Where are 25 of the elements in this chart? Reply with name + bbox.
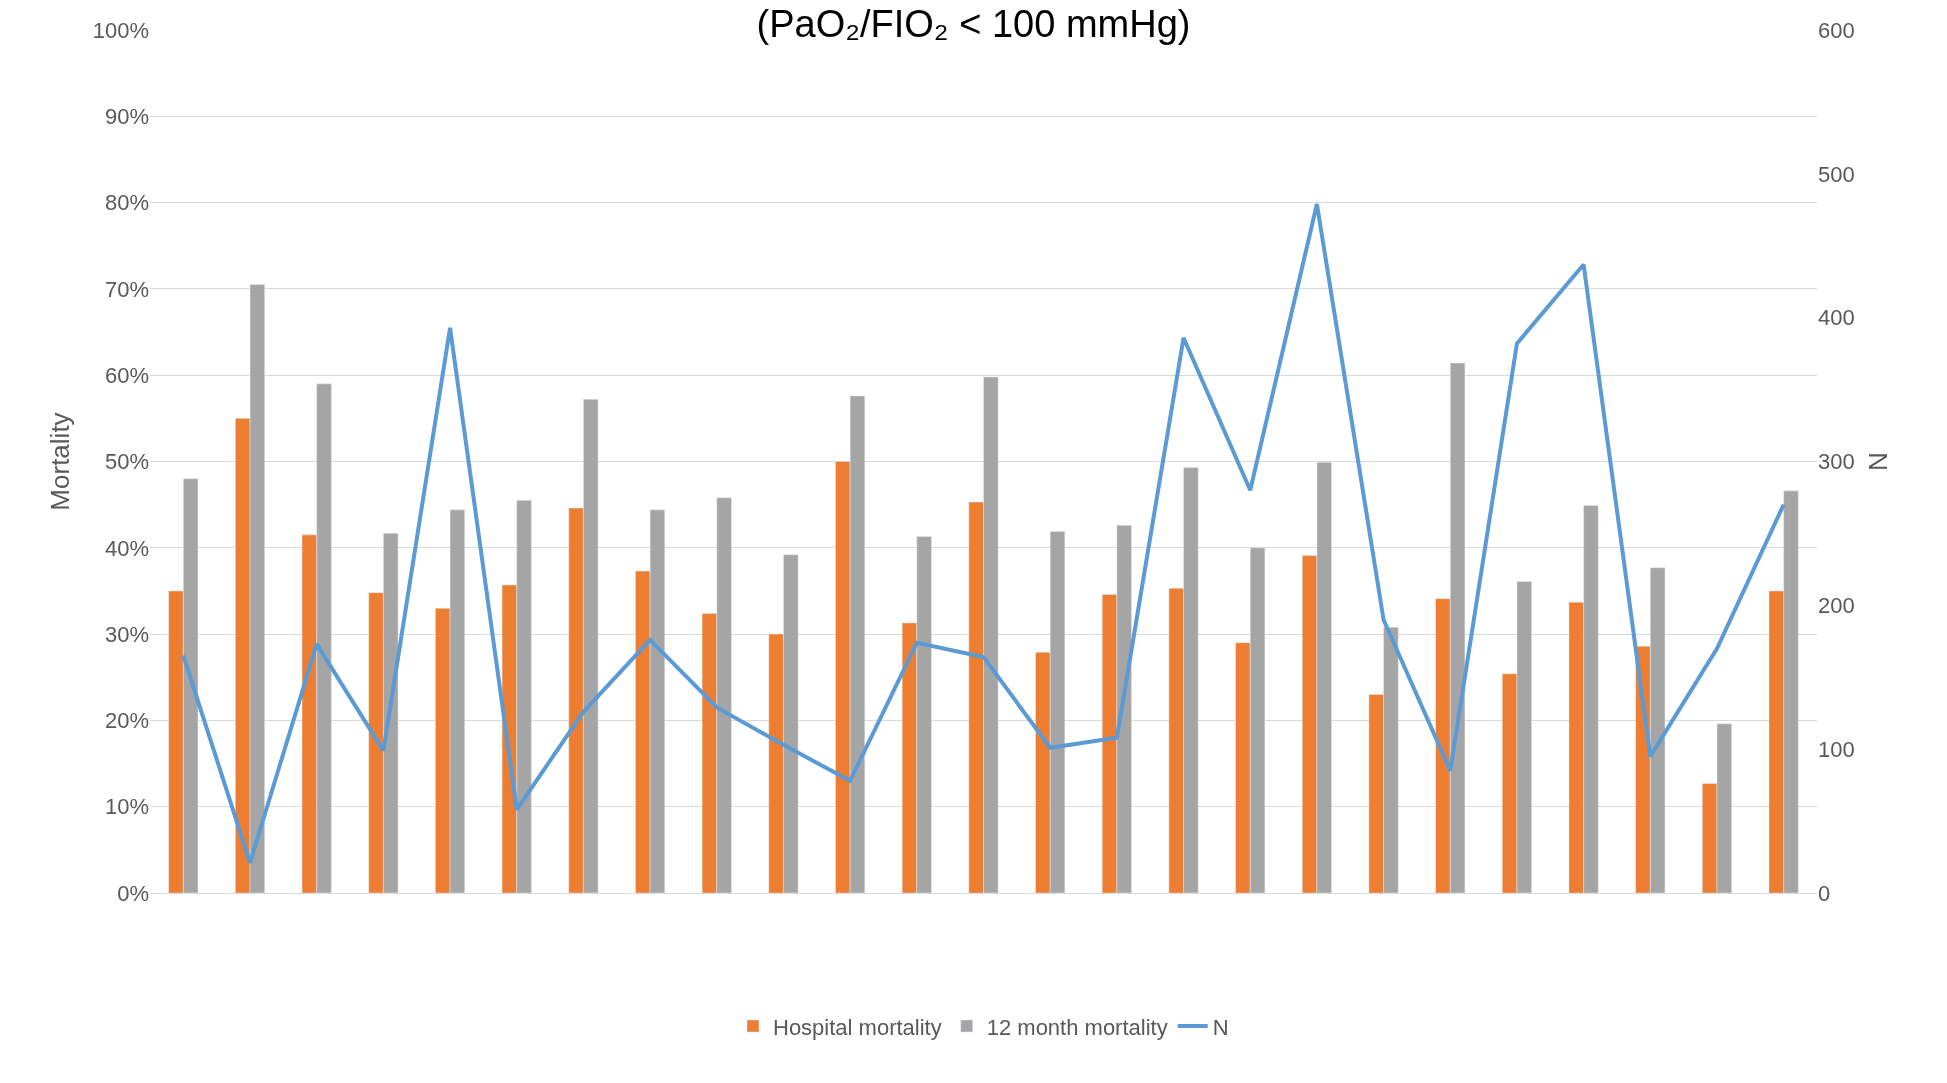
y-tick-label: 50% <box>104 449 149 475</box>
y-tick-label: 60% <box>104 362 149 388</box>
y2-tick-label: 100 <box>1818 736 1855 762</box>
y-tick-label: 70% <box>104 276 149 302</box>
y2-tick-label: 300 <box>1818 449 1855 475</box>
y-tick-label: 10% <box>104 794 149 820</box>
y2-tick-label: 0 <box>1818 880 1831 906</box>
line-series <box>181 202 1786 865</box>
y-tick-label: 80% <box>104 190 149 216</box>
legend-label: Hospital mortality <box>773 1014 942 1040</box>
y-tick-label: 40% <box>104 535 149 561</box>
y2-tick-label: 500 <box>1818 161 1855 187</box>
y-tick-label: 0% <box>117 880 149 906</box>
y-axis-title: Mortality <box>45 412 76 511</box>
legend-label: N <box>1212 1014 1229 1040</box>
y-tick-label: 30% <box>104 621 149 647</box>
y2-axis-title: N <box>1863 452 1894 471</box>
chart-title: (PaO₂/FIO₂ < 100 mmHg) <box>756 3 1191 46</box>
y2-tick-label: 600 <box>1818 17 1855 43</box>
y-tick-label: 20% <box>104 708 149 734</box>
y2-tick-label: 400 <box>1818 305 1855 331</box>
y2-tick-label: 200 <box>1818 593 1855 619</box>
y-tick-label: 90% <box>104 104 149 129</box>
y-tick-label: 100% <box>92 17 149 43</box>
legend-label: 12 month mortality <box>986 1014 1168 1040</box>
